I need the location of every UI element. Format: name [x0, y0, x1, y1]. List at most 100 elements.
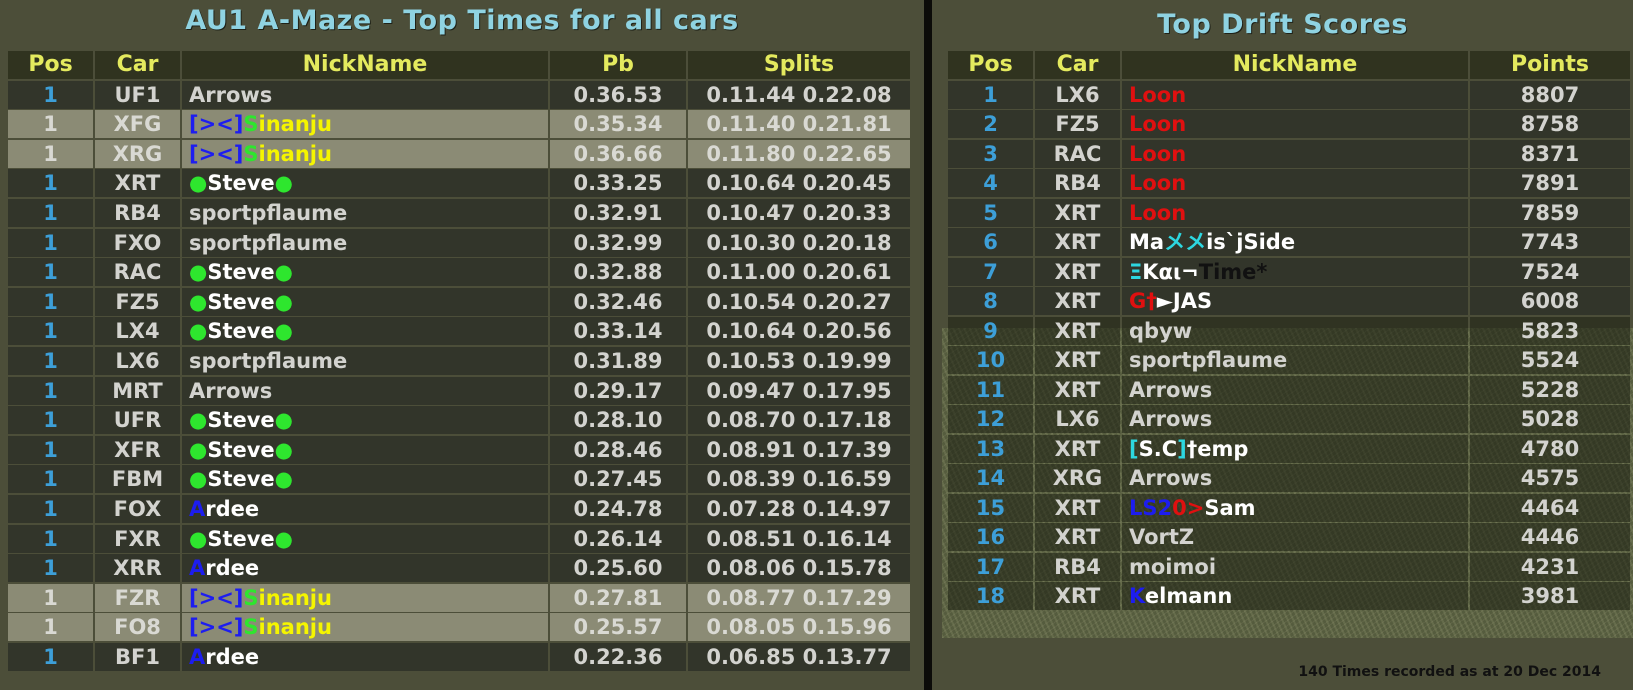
splits-cell: 0.08.05 0.15.96	[688, 613, 910, 642]
nickname-cell: Loon	[1122, 110, 1468, 138]
pb-cell: 0.24.78	[550, 495, 686, 523]
points-cell: 4780	[1470, 434, 1630, 463]
nickname-cell: [><]Sinanju	[182, 583, 548, 612]
points-cell: 7859	[1470, 198, 1630, 227]
nickname-part: [><]	[189, 615, 244, 640]
nickname-part: ●	[189, 408, 208, 433]
nickname-cell: Loon	[1122, 139, 1468, 168]
car-cell: XRT	[1035, 375, 1120, 404]
nickname-part: メメ	[1164, 230, 1207, 254]
pos-cell: 12	[948, 405, 1033, 433]
nickname-part: [><]	[189, 112, 244, 137]
pos-cell: 3	[948, 139, 1033, 168]
header-points: Points	[1470, 51, 1630, 79]
car-cell: XRG	[95, 139, 180, 168]
nickname-part: Arrows	[189, 82, 273, 107]
splits-cell: 0.10.30 0.20.18	[688, 228, 910, 257]
car-cell: LX6	[95, 347, 180, 375]
pos-cell: 15	[948, 493, 1033, 522]
car-cell: XRG	[1035, 464, 1120, 492]
nickname-part: qbyw	[1129, 318, 1193, 343]
nickname-part: [	[1129, 436, 1139, 461]
points-cell: 4464	[1470, 493, 1630, 522]
points-cell: 8758	[1470, 110, 1630, 138]
nickname-cell: G†►JAS	[1122, 287, 1468, 315]
splits-cell: 0.11.40 0.21.81	[688, 110, 910, 139]
points-cell: 3981	[1470, 582, 1630, 610]
pos-cell: 2	[948, 110, 1033, 138]
splits-cell: 0.08.91 0.17.39	[688, 435, 910, 464]
nickname-cell: [><]Sinanju	[182, 613, 548, 642]
nickname-part: Loon	[1129, 112, 1187, 136]
nickname-part: ●	[274, 408, 293, 433]
pos-cell: 1	[8, 643, 93, 671]
nickname-part: ●	[274, 467, 293, 492]
car-cell: RB4	[1035, 169, 1120, 197]
pb-cell: 0.27.45	[550, 465, 686, 494]
nickname-part: Loon	[1129, 171, 1187, 195]
pb-cell: 0.32.46	[550, 287, 686, 316]
pos-cell: 1	[8, 139, 93, 168]
car-cell: LX6	[1035, 80, 1120, 109]
pos-cell: 6	[948, 228, 1033, 256]
pos-cell: 4	[948, 169, 1033, 197]
nickname-part: Loon	[1129, 200, 1187, 225]
pos-cell: 1	[8, 347, 93, 375]
pb-cell: 0.29.17	[550, 376, 686, 405]
nickname-cell: Kelmann	[1122, 582, 1468, 610]
nickname-part: rdee	[205, 497, 260, 521]
nickname-cell: Loon	[1122, 198, 1468, 227]
nickname-part: Sam	[1204, 495, 1256, 520]
nickname-part: S	[243, 112, 259, 137]
car-cell: UFR	[95, 406, 180, 435]
nickname-part: Steve	[207, 319, 275, 344]
pos-cell: 1	[8, 258, 93, 287]
car-cell: XRT	[95, 169, 180, 198]
car-cell: XRT	[1035, 434, 1120, 463]
header-pos: Pos	[8, 51, 93, 79]
drift-scores-title: Top Drift Scores	[1157, 9, 1408, 40]
pos-cell: 13	[948, 434, 1033, 463]
nickname-part: G†	[1129, 289, 1157, 313]
car-cell: XRT	[1035, 316, 1120, 345]
nickname-part: Ma	[1129, 230, 1165, 254]
splits-cell: 0.11.80 0.22.65	[688, 139, 910, 168]
nickname-part: ●	[274, 437, 293, 462]
pos-cell: 14	[948, 464, 1033, 492]
nickname-part: S	[243, 615, 259, 640]
pb-cell: 0.36.53	[550, 80, 686, 109]
pb-cell: 0.32.91	[550, 199, 686, 227]
splits-cell: 0.08.51 0.16.14	[688, 524, 910, 553]
nickname-part: Time	[1198, 259, 1257, 284]
car-cell: BF1	[95, 643, 180, 671]
nickname-cell: Maメメis`jSide	[1122, 228, 1468, 256]
points-cell: 5028	[1470, 405, 1630, 433]
pos-cell: 1	[8, 80, 93, 109]
nickname-part: ●	[274, 260, 293, 285]
nickname-cell: ●Steve●	[182, 465, 548, 494]
pos-cell: 1	[8, 110, 93, 139]
nickname-part: ●	[189, 437, 208, 462]
nickname-cell: ●Steve●	[182, 169, 548, 198]
car-cell: UF1	[95, 80, 180, 109]
nickname-part: A	[189, 556, 206, 581]
nickname-cell: Ardee	[182, 495, 548, 523]
nickname-part: S	[243, 585, 259, 610]
nickname-part: Arrows	[1129, 377, 1213, 402]
nickname-part: Steve	[207, 408, 275, 433]
pos-cell: 7	[948, 257, 1033, 286]
points-cell: 5524	[1470, 346, 1630, 374]
pos-cell: 1	[8, 583, 93, 612]
splits-cell: 0.10.54 0.20.27	[688, 287, 910, 316]
pb-cell: 0.31.89	[550, 347, 686, 375]
car-cell: FXO	[95, 228, 180, 257]
pos-cell: 17	[948, 552, 1033, 581]
header-splits: Splits	[688, 51, 910, 79]
nickname-part: inanju	[258, 112, 332, 137]
nickname-part: Steve	[207, 526, 275, 551]
nickname-part: Steve	[207, 289, 275, 314]
splits-cell: 0.08.39 0.16.59	[688, 465, 910, 494]
pb-cell: 0.32.88	[550, 258, 686, 287]
pb-cell: 0.28.10	[550, 406, 686, 435]
